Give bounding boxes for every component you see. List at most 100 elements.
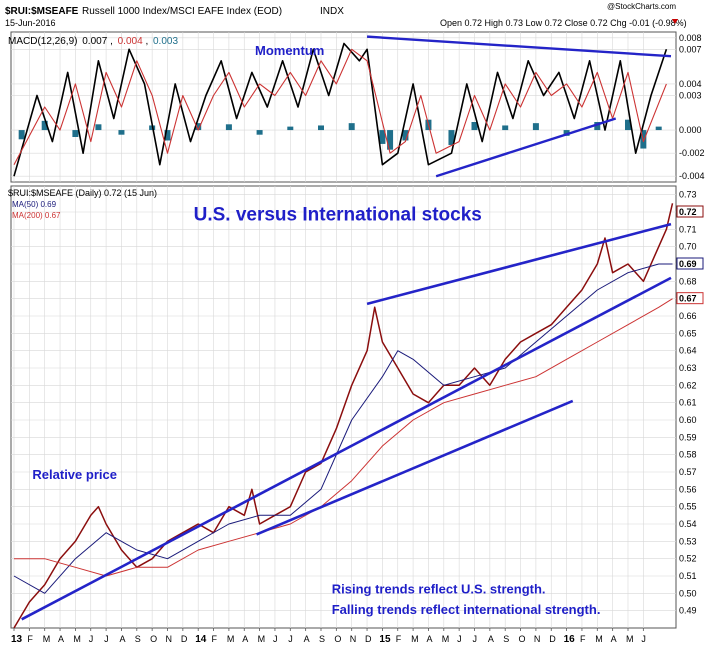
price-frame bbox=[10, 185, 677, 629]
annotation-text: U.S. versus International stocks bbox=[194, 205, 482, 226]
y-tick-label: 0.60 bbox=[679, 415, 697, 425]
y-tick-label: 0.49 bbox=[679, 606, 697, 616]
x-tick-label: J bbox=[273, 634, 278, 644]
x-tick-label: A bbox=[611, 634, 617, 644]
histogram-bar bbox=[41, 120, 48, 131]
x-tick-label: M bbox=[442, 634, 450, 644]
y-tick-label: 0.65 bbox=[679, 328, 697, 338]
x-tick-label: A bbox=[242, 634, 248, 644]
price-legend-ma200: MA(200) 0.67 bbox=[12, 211, 61, 220]
y-tick-label: 0.003 bbox=[679, 90, 702, 100]
histogram-bar bbox=[402, 130, 409, 141]
y-tick-label: 0.61 bbox=[679, 398, 697, 408]
header-date: 15-Jun-2016 bbox=[5, 18, 56, 28]
x-tick-label: 15 bbox=[379, 634, 391, 645]
x-tick-label: A bbox=[58, 634, 64, 644]
price-lines bbox=[13, 203, 674, 629]
x-tick-label: F bbox=[27, 634, 33, 644]
histogram-bar bbox=[625, 119, 631, 131]
x-tick-label: S bbox=[503, 634, 509, 644]
price-legend-ma50: MA(50) 0.69 bbox=[12, 200, 57, 209]
macd-legend: MACD(12,26,9) 0.007 , 0.004 , 0.003 bbox=[8, 36, 178, 47]
histogram-bar bbox=[471, 122, 478, 131]
header-description: Russell 1000 Index/MSCI EAFE Index (EOD) bbox=[82, 6, 282, 17]
histogram-bar bbox=[348, 123, 355, 131]
x-tick-label: J bbox=[457, 634, 462, 644]
histogram-bar bbox=[563, 130, 570, 136]
y-tick-label: 0.64 bbox=[679, 346, 697, 356]
price-y-ticks: 0.73 0.72 0.71 0.70 0.69 0.68 0.67 0.66 0.65 0.64… bbox=[679, 190, 697, 616]
histogram-bar bbox=[72, 130, 79, 137]
last-value-label: 0.67 bbox=[679, 294, 697, 304]
y-tick-label: -0.004 bbox=[679, 171, 705, 181]
signal-line bbox=[13, 48, 667, 165]
x-tick-label: O bbox=[334, 634, 341, 644]
last-value-label: 0.72 bbox=[679, 207, 697, 217]
ma50-line bbox=[13, 263, 673, 594]
x-tick-label: F bbox=[212, 634, 218, 644]
x-tick-label: D bbox=[181, 634, 188, 644]
histogram-bar bbox=[164, 130, 171, 141]
x-tick-label: A bbox=[304, 634, 310, 644]
histogram-bar bbox=[195, 123, 202, 131]
x-tick-label: N bbox=[166, 634, 173, 644]
x-tick-label: J bbox=[288, 634, 293, 644]
y-tick-label: 0.54 bbox=[679, 519, 697, 529]
annotation-text: Relative price bbox=[32, 467, 117, 482]
x-tick-label: 16 bbox=[564, 634, 576, 645]
price-line bbox=[13, 203, 674, 629]
price-panel: 0.73 0.72 0.71 0.70 0.69 0.68 0.67 0.66 0.65 0.64… bbox=[8, 185, 704, 629]
x-tick-label: A bbox=[488, 634, 494, 644]
y-tick-label: 0.50 bbox=[679, 588, 697, 598]
x-tick-label: M bbox=[411, 634, 419, 644]
y-tick-label: -0.002 bbox=[679, 148, 705, 158]
y-tick-label: 0.57 bbox=[679, 467, 697, 477]
macd-legend-label: MACD(12,26,9) bbox=[8, 36, 77, 47]
histogram-bar bbox=[18, 130, 25, 140]
annotation-text: Falling trends reflect international str… bbox=[332, 602, 601, 617]
y-tick-label: 0.70 bbox=[679, 242, 697, 252]
histogram-bar bbox=[256, 130, 263, 135]
x-tick-label: M bbox=[43, 634, 51, 644]
x-tick-label: F bbox=[580, 634, 586, 644]
watermark: @StockCharts.com bbox=[607, 2, 676, 11]
x-tick-label: 13 bbox=[11, 634, 23, 645]
trendline bbox=[366, 222, 672, 306]
x-tick-label: J bbox=[89, 634, 94, 644]
ma200-line bbox=[14, 298, 673, 577]
histogram-bar bbox=[225, 124, 232, 131]
y-tick-label: 0.55 bbox=[679, 502, 697, 512]
y-tick-label: 0.004 bbox=[679, 79, 702, 89]
y-tick-label: 0.73 bbox=[679, 190, 697, 200]
price-annotations: U.S. versus International stocks Relative… bbox=[32, 205, 600, 617]
chg-down-arrow-icon bbox=[672, 19, 678, 24]
price-last-value-labels: 0.72 0.69 0.67 bbox=[676, 205, 704, 305]
trendline bbox=[256, 399, 574, 536]
histogram-bar bbox=[387, 130, 394, 150]
x-tick-label: J bbox=[473, 634, 478, 644]
macd-legend-signal: 0.004 bbox=[118, 36, 143, 47]
histogram-bar bbox=[118, 130, 125, 135]
histogram-bar bbox=[318, 125, 324, 131]
macd-line bbox=[13, 42, 668, 177]
header-symbol: $RUI:$MSEAFE bbox=[5, 6, 79, 17]
y-tick-label: 0.58 bbox=[679, 450, 697, 460]
y-tick-label: 0.51 bbox=[679, 571, 697, 581]
x-tick-label: M bbox=[626, 634, 634, 644]
y-tick-label: 0.008 bbox=[679, 33, 702, 43]
y-tick-label: 0.53 bbox=[679, 536, 697, 546]
x-tick-label: A bbox=[426, 634, 432, 644]
x-tick-label: D bbox=[365, 634, 372, 644]
histogram-bar bbox=[532, 123, 539, 131]
y-tick-label: 0.52 bbox=[679, 554, 697, 564]
last-value-box bbox=[676, 205, 704, 218]
histogram-bar bbox=[287, 126, 294, 131]
y-tick-label: 0.59 bbox=[679, 432, 697, 442]
x-tick-label: N bbox=[350, 634, 357, 644]
y-tick-label: 0.66 bbox=[679, 311, 697, 321]
histogram-bar bbox=[594, 122, 601, 131]
histogram-bar bbox=[448, 130, 455, 146]
price-legend-main: $RUI:$MSEAFE (Daily) 0.72 (15 Jun) bbox=[8, 188, 157, 198]
last-value-label: 0.69 bbox=[679, 259, 697, 269]
